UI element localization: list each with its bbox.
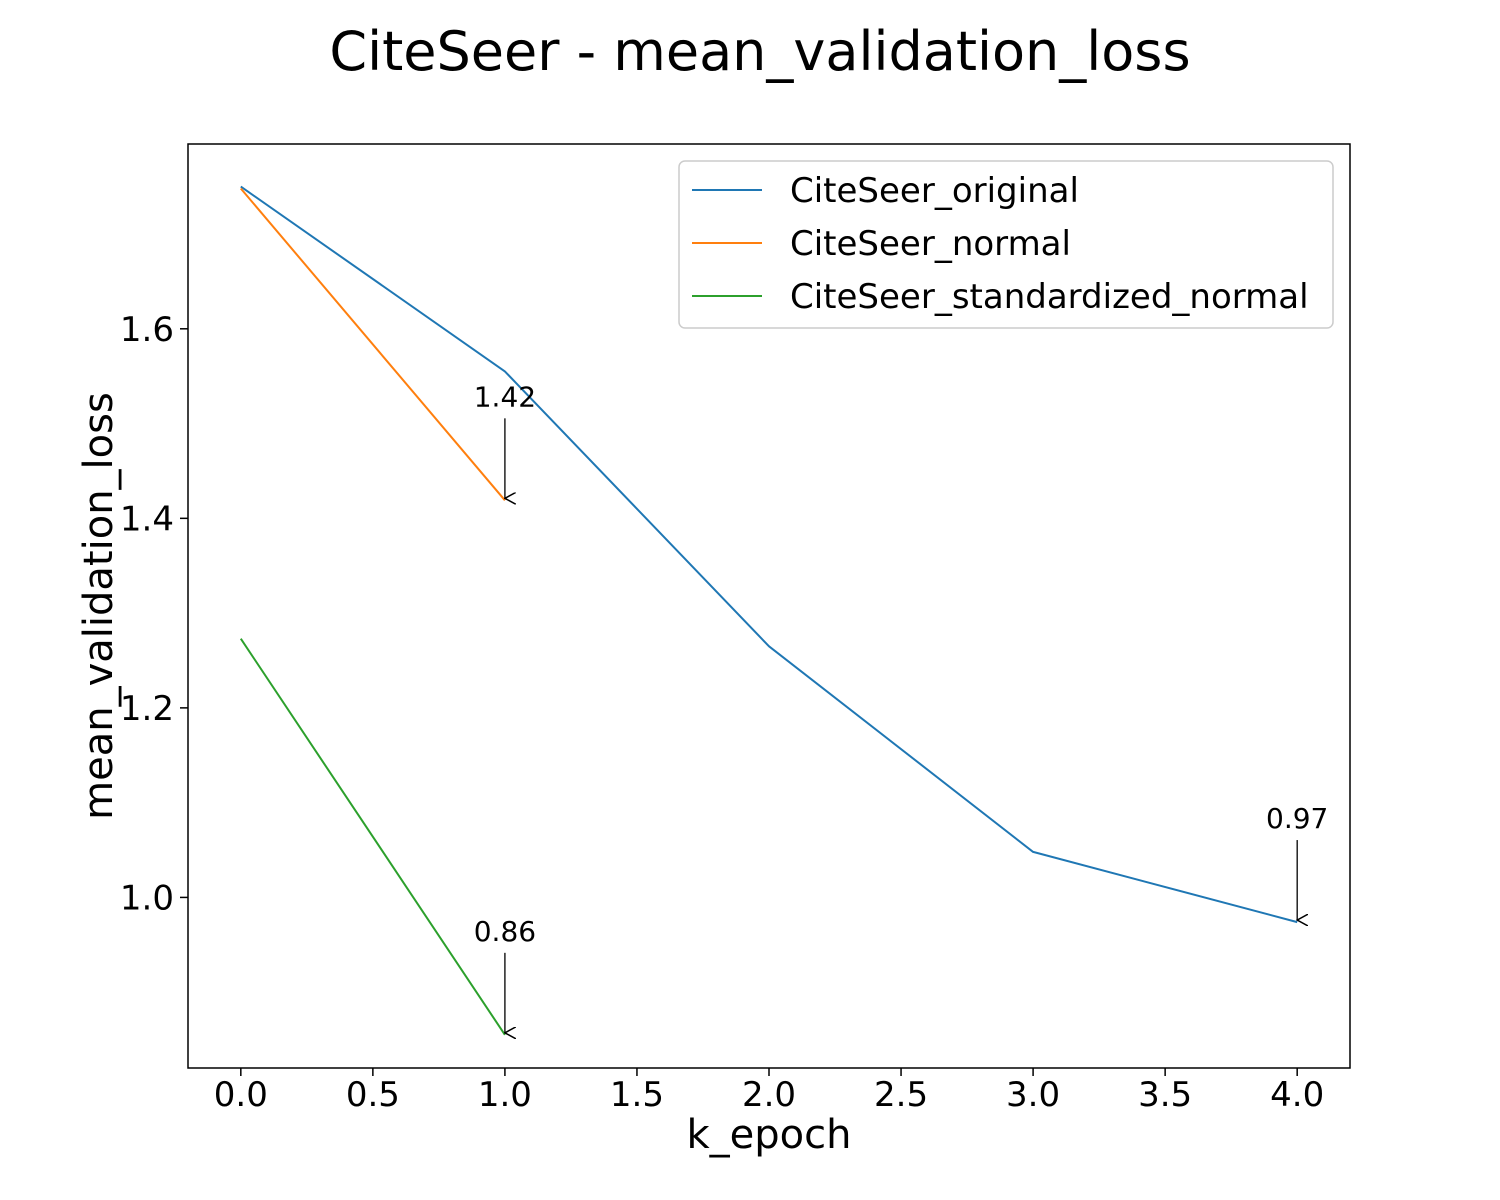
x-tick-label: 0.0 xyxy=(214,1075,268,1115)
chart-title: CiteSeer - mean_validation_loss xyxy=(329,20,1190,83)
y-tick-label: 1.0 xyxy=(120,878,174,918)
legend-label: CiteSeer_standardized_normal xyxy=(790,277,1309,317)
legend: CiteSeer_original CiteSeer_normal CiteSeer… xyxy=(678,160,1334,329)
series-line-CiteSeer_normal xyxy=(240,187,506,501)
x-tick-label: 4.0 xyxy=(1270,1075,1324,1115)
x-axis: 0.0 0.5 1.0 1.5 2.0 2.5 3.0 3.5 4.0 xyxy=(214,1068,1324,1115)
annotation-label: 0.97 xyxy=(1266,802,1328,835)
x-tick-label: 1.5 xyxy=(610,1075,664,1115)
annotation-label: 0.86 xyxy=(474,915,536,948)
x-tick-label: 2.0 xyxy=(742,1075,796,1115)
annotation-label: 1.42 xyxy=(474,380,536,413)
x-tick-label: 3.5 xyxy=(1138,1075,1192,1115)
y-tick-label: 1.2 xyxy=(120,689,174,729)
y-axis-label: mean_validation_loss xyxy=(76,392,122,820)
plot-area: 1.42 0.86 0.97 xyxy=(239,185,1328,1036)
x-tick-label: 0.5 xyxy=(346,1075,400,1115)
legend-box xyxy=(678,160,1334,329)
y-axis: 1.0 1.2 1.4 1.6 xyxy=(120,310,188,918)
x-tick-label: 1.0 xyxy=(478,1075,532,1115)
x-tick-label: 2.5 xyxy=(874,1075,928,1115)
x-tick-label: 3.0 xyxy=(1006,1075,1060,1115)
series-line-CiteSeer_standardized_normal xyxy=(239,638,506,1036)
x-axis-label: k_epoch xyxy=(687,1112,852,1158)
series-line-CiteSeer_original xyxy=(240,185,1298,924)
y-tick-label: 1.4 xyxy=(120,499,174,539)
legend-label: CiteSeer_original xyxy=(790,171,1079,211)
legend-label: CiteSeer_normal xyxy=(790,224,1071,264)
y-tick-label: 1.6 xyxy=(120,310,174,350)
